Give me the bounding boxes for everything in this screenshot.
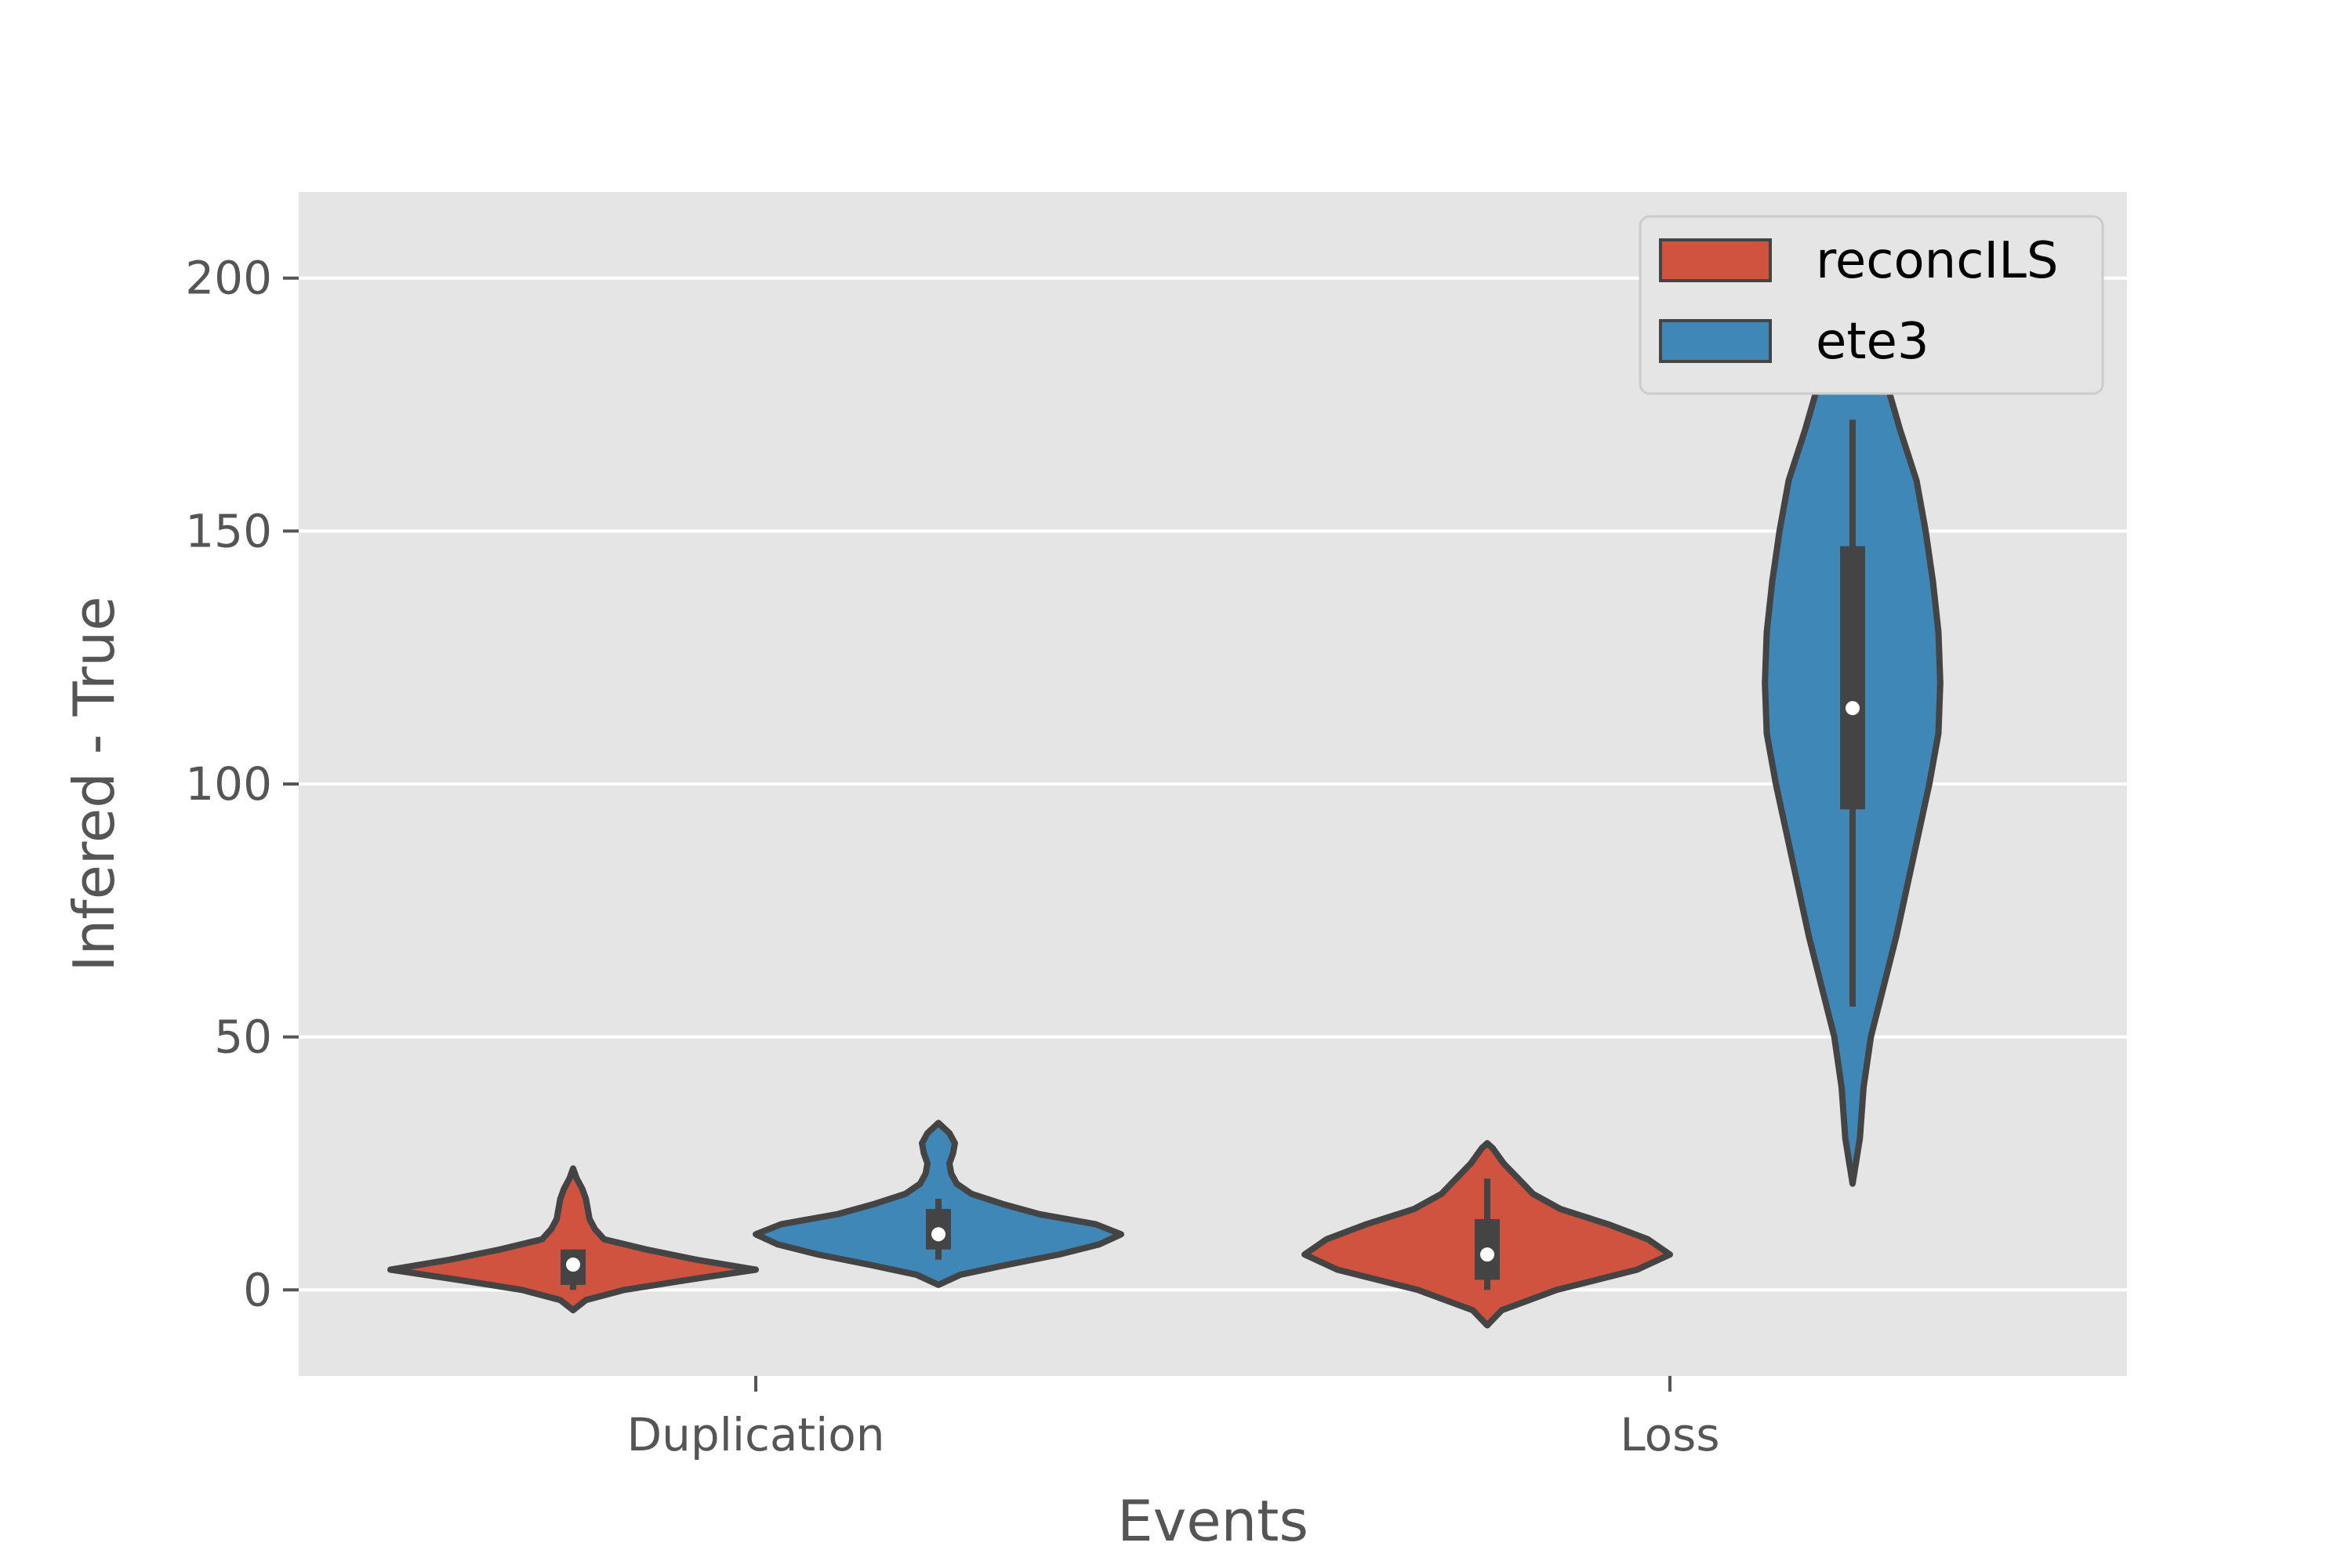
y-tick-label-50: 50 — [214, 1011, 272, 1064]
violin-reconcils-duplication — [387, 1165, 759, 1314]
violin-iqr-box — [1840, 546, 1865, 810]
x-tick-label-duplication: Duplication — [627, 1408, 885, 1461]
x-axis-ticks: Duplication Loss — [627, 1376, 1720, 1461]
legend-swatch-ete3 — [1659, 319, 1772, 363]
violin-body — [387, 1165, 759, 1314]
x-tick-label-loss: Loss — [1620, 1408, 1719, 1461]
violin-median-dot — [566, 1258, 580, 1272]
y-axis-title: Infered - True — [61, 596, 127, 971]
legend-swatch-reconcils — [1659, 238, 1772, 282]
violins — [387, 239, 1944, 1329]
y-tick-label-0: 0 — [243, 1263, 272, 1316]
violin-ete3-duplication — [753, 1120, 1124, 1288]
y-tick-label-150: 150 — [185, 504, 272, 557]
y-axis-ticks: 0 50 100 150 200 — [185, 252, 299, 1316]
legend-label-reconcils: reconcILS — [1816, 232, 2059, 290]
y-tick-label-200: 200 — [185, 252, 272, 305]
y-tick-label-100: 100 — [185, 757, 272, 811]
legend-label-ete3: ete3 — [1816, 313, 1929, 371]
violin-median-dot — [931, 1227, 946, 1242]
violin-reconcils-loss — [1301, 1140, 1673, 1329]
legend: reconcILS ete3 — [1639, 215, 2104, 395]
violin-median-dot — [1480, 1247, 1494, 1262]
violin-median-dot — [1846, 701, 1860, 716]
x-axis-title: Events — [1117, 1488, 1308, 1554]
